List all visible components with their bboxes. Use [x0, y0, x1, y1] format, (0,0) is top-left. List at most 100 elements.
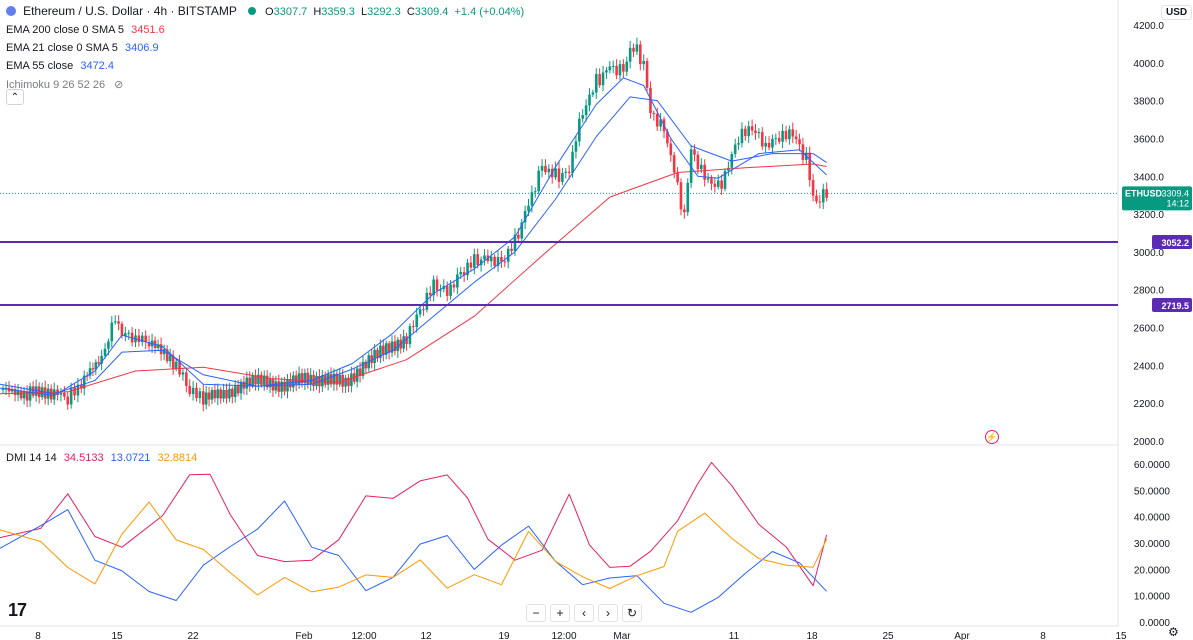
- dmi-tick-label: 20.0000: [1134, 565, 1171, 576]
- dmi-line: [0, 501, 828, 596]
- candle-down: [195, 387, 198, 399]
- candle-up: [408, 326, 412, 345]
- candle-up: [113, 321, 117, 323]
- candle-up: [245, 377, 249, 389]
- last-price-tag-bg: [1122, 186, 1192, 211]
- time-tick-label: 12: [420, 631, 432, 640]
- candle-up: [22, 391, 26, 399]
- candle-down: [666, 131, 669, 144]
- candle-down: [503, 261, 507, 263]
- candle-down: [213, 390, 217, 399]
- candle-up: [540, 165, 544, 171]
- ohlc-low-label: L: [360, 6, 368, 18]
- candle-up: [747, 126, 751, 137]
- level-tag-value: 2719.5: [1161, 301, 1189, 311]
- candle-up: [618, 64, 622, 76]
- candle-down: [615, 65, 618, 76]
- candle-up: [361, 361, 365, 376]
- logo-text: 17: [8, 600, 27, 620]
- candle-down: [91, 368, 95, 370]
- candle-down: [242, 381, 246, 389]
- candle-down: [808, 152, 812, 181]
- candle-down: [683, 209, 686, 213]
- candle-up: [28, 386, 32, 401]
- candle-down: [265, 375, 269, 388]
- candle-up: [379, 345, 382, 358]
- candle-up: [466, 262, 469, 276]
- candle-up: [459, 271, 463, 275]
- candle-down: [557, 168, 561, 182]
- indicator-ema55[interactable]: EMA 55 close 3472.4: [6, 60, 114, 72]
- candle-down: [347, 377, 350, 387]
- ohlc-high-label: H: [313, 6, 322, 18]
- alert-icon[interactable]: ⚡: [985, 430, 999, 444]
- candle-down: [801, 144, 805, 160]
- candle-down: [794, 136, 798, 140]
- candle-up: [326, 374, 330, 385]
- candle-down: [117, 321, 120, 324]
- price-tick-label: 3600.0: [1133, 134, 1164, 145]
- candle-down: [80, 384, 83, 389]
- eye-slash-icon[interactable]: ⊘: [114, 79, 124, 91]
- candle-down: [364, 361, 368, 369]
- candle-down: [25, 391, 29, 401]
- candle-down: [405, 336, 408, 345]
- candle-up: [489, 256, 493, 262]
- candle-down: [567, 171, 571, 173]
- candle-up: [571, 151, 574, 173]
- reset-chart-button[interactable]: ↻: [622, 604, 642, 622]
- candle-down: [207, 392, 211, 400]
- candle-up: [764, 142, 767, 147]
- tradingview-logo[interactable]: 17: [8, 600, 27, 621]
- candle-up: [216, 389, 220, 399]
- candle-up: [449, 284, 452, 296]
- scroll-right-button[interactable]: ›: [598, 604, 618, 622]
- indicator-label: EMA 21 close 0 SMA 5: [6, 42, 118, 54]
- candle-up: [34, 386, 38, 396]
- indicator-label: EMA 200 close 0 SMA 5: [6, 24, 125, 36]
- candle-down: [818, 201, 822, 203]
- zoom-in-button[interactable]: +: [550, 604, 570, 622]
- settings-gear-icon[interactable]: ⚙: [1168, 625, 1179, 639]
- candle-up: [628, 47, 632, 62]
- level-tag-value: 3052.2: [1161, 238, 1189, 248]
- candle-down: [510, 248, 513, 251]
- candle-up: [69, 387, 73, 405]
- indicator-ema21[interactable]: EMA 21 close 0 SMA 5 3406.9: [6, 42, 159, 54]
- candle-down: [31, 386, 35, 396]
- candle-down: [669, 143, 673, 156]
- candle-down: [760, 132, 764, 147]
- candle-down: [277, 381, 281, 392]
- collapse-legend-button[interactable]: ⌃: [6, 89, 24, 105]
- price-tick-label: 2800.0: [1133, 286, 1164, 297]
- candle-down: [767, 142, 771, 148]
- candle-up: [479, 259, 483, 266]
- candle-up: [574, 141, 578, 152]
- candle-down: [791, 129, 795, 137]
- candle-up: [332, 373, 336, 385]
- candle-down: [676, 172, 679, 183]
- candle-down: [306, 372, 310, 385]
- candle-down: [777, 137, 781, 142]
- indicator-ema200[interactable]: EMA 200 close 0 SMA 5 3451.6: [6, 24, 165, 36]
- dmi-legend[interactable]: DMI 14 14 34.5133 13.0721 32.8814: [6, 452, 197, 464]
- scroll-left-button[interactable]: ‹: [574, 604, 594, 622]
- candle-down: [500, 256, 503, 262]
- currency-label[interactable]: USD: [1161, 5, 1193, 20]
- indicator-label: EMA 55 close: [6, 60, 74, 72]
- zoom-out-button[interactable]: −: [526, 604, 546, 622]
- candle-up: [520, 222, 524, 239]
- symbol-title[interactable]: Ethereum / U.S. Dollar · 4h · BITSTAMP: [23, 4, 237, 18]
- candle-up: [402, 336, 405, 349]
- indicator-ichimoku[interactable]: Ichimoku 9 26 52 26 ⊘: [6, 78, 123, 91]
- price-tick-label: 2000.0: [1133, 437, 1164, 448]
- candle-down: [622, 64, 625, 72]
- candle-up: [418, 309, 422, 315]
- candle-up: [506, 248, 510, 262]
- candle-down: [811, 180, 815, 196]
- candle-up: [716, 180, 720, 187]
- candle-down: [452, 284, 456, 288]
- candle-down: [49, 388, 53, 400]
- candle-down: [422, 309, 425, 311]
